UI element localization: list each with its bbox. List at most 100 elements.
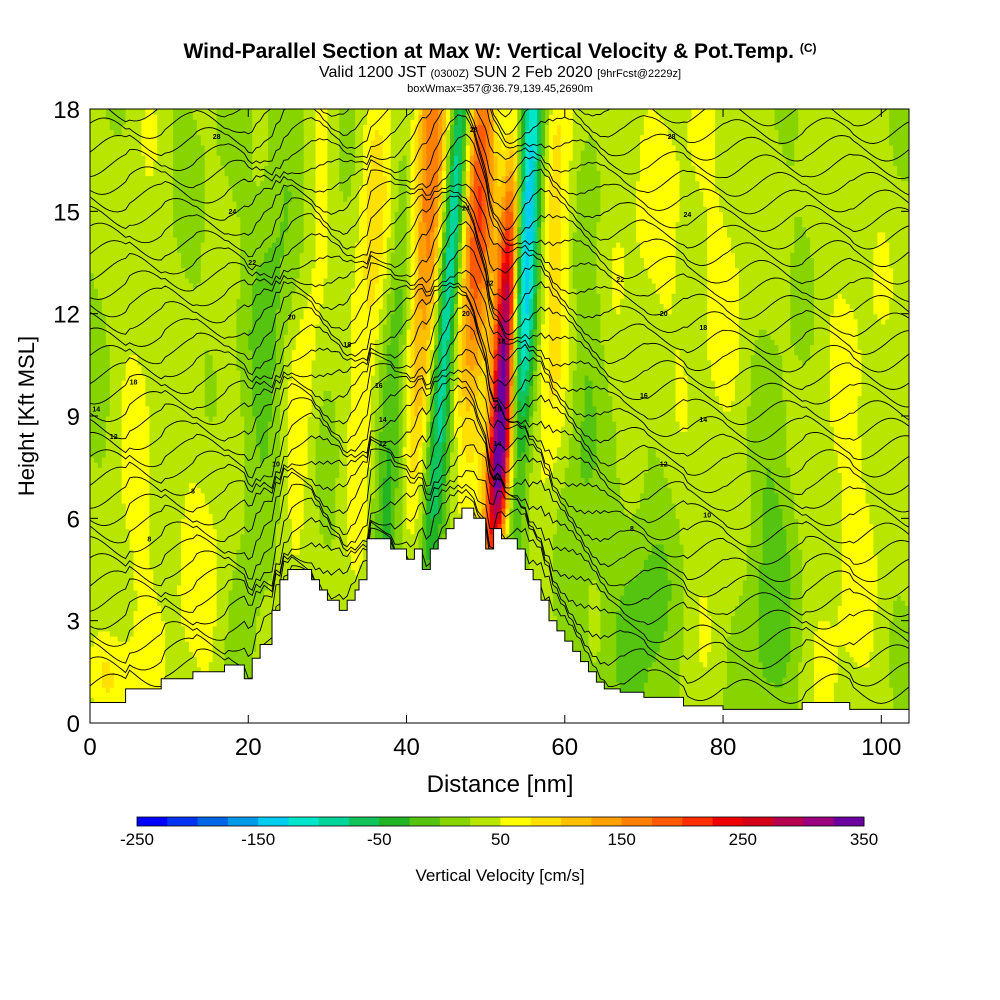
w-cell bbox=[173, 216, 206, 223]
w-cell bbox=[675, 364, 685, 371]
w-cell bbox=[525, 298, 530, 305]
w-cell bbox=[196, 482, 245, 489]
w-cell bbox=[382, 513, 392, 519]
w-cell bbox=[667, 308, 673, 315]
w-cell bbox=[402, 538, 419, 545]
w-cell bbox=[287, 226, 305, 233]
w-cell bbox=[406, 257, 412, 264]
w-cell bbox=[268, 436, 281, 443]
w-cell bbox=[548, 262, 562, 269]
w-cell bbox=[790, 610, 803, 617]
w-cell bbox=[552, 589, 590, 596]
w-cell bbox=[374, 518, 384, 525]
w-cell bbox=[426, 395, 431, 402]
w-cell bbox=[173, 201, 206, 207]
w-cell bbox=[363, 262, 380, 269]
w-cell bbox=[679, 687, 724, 693]
w-cell bbox=[129, 636, 166, 642]
w-cell bbox=[814, 329, 831, 335]
w-cell bbox=[291, 528, 301, 535]
w-cell bbox=[529, 574, 554, 581]
w-cell bbox=[414, 344, 427, 351]
w-cell bbox=[877, 231, 886, 238]
w-cell bbox=[347, 472, 368, 478]
w-cell bbox=[521, 303, 526, 310]
w-cell bbox=[366, 497, 372, 504]
w-cell bbox=[572, 405, 586, 412]
w-cell bbox=[457, 467, 479, 473]
w-cell bbox=[517, 206, 522, 212]
w-cell bbox=[643, 477, 669, 484]
w-cell bbox=[533, 231, 538, 238]
w-cell bbox=[181, 620, 218, 627]
w-cell bbox=[667, 569, 685, 576]
w-cell bbox=[414, 318, 423, 325]
w-cell bbox=[509, 272, 514, 279]
w-cell bbox=[521, 308, 526, 315]
w-cell bbox=[675, 380, 689, 386]
w-cell bbox=[616, 641, 661, 647]
w-cell bbox=[406, 201, 412, 207]
w-cell bbox=[287, 492, 305, 499]
w-cell bbox=[90, 651, 166, 658]
w-cell bbox=[541, 293, 546, 299]
w-cell bbox=[351, 369, 376, 376]
w-cell bbox=[533, 293, 538, 299]
w-cell bbox=[790, 651, 803, 658]
w-cell bbox=[505, 487, 510, 494]
w-cell bbox=[639, 502, 677, 509]
w-cell bbox=[228, 600, 261, 606]
w-cell bbox=[541, 231, 546, 238]
w-cell bbox=[505, 395, 510, 402]
w-cell bbox=[422, 492, 427, 499]
w-cell bbox=[505, 467, 510, 473]
w-cell bbox=[545, 226, 550, 233]
w-cell bbox=[513, 523, 522, 530]
w-cell bbox=[402, 482, 408, 489]
w-cell bbox=[687, 416, 748, 422]
w-cell bbox=[647, 267, 677, 274]
w-cell bbox=[457, 344, 463, 351]
w-cell bbox=[390, 462, 400, 468]
w-cell bbox=[513, 323, 518, 330]
w-cell bbox=[457, 308, 463, 315]
w-cell bbox=[454, 262, 459, 269]
w-cell bbox=[521, 349, 526, 356]
w-cell bbox=[454, 426, 463, 432]
w-cell bbox=[461, 298, 467, 305]
w-cell bbox=[525, 247, 530, 253]
w-cell bbox=[442, 349, 447, 356]
w-cell bbox=[477, 451, 483, 458]
w-cell bbox=[529, 364, 534, 371]
w-cell bbox=[315, 242, 328, 248]
w-cell bbox=[438, 497, 443, 504]
w-cell bbox=[738, 272, 791, 279]
w-cell bbox=[636, 236, 677, 243]
w-cell bbox=[454, 252, 459, 258]
w-cell bbox=[521, 211, 526, 218]
w-cell bbox=[196, 282, 241, 289]
w-cell bbox=[386, 451, 392, 458]
w-cell bbox=[525, 497, 530, 504]
w-cell bbox=[378, 364, 388, 371]
w-cell bbox=[754, 349, 780, 356]
w-cell bbox=[723, 221, 795, 228]
w-cell bbox=[802, 554, 843, 560]
w-cell bbox=[450, 502, 459, 509]
w-cell bbox=[426, 446, 431, 453]
w-cell bbox=[410, 221, 416, 228]
w-cell bbox=[786, 462, 839, 468]
w-cell bbox=[283, 369, 293, 376]
w-cell bbox=[252, 405, 273, 412]
w-cell bbox=[513, 359, 518, 366]
w-cell bbox=[481, 323, 495, 330]
w-cell bbox=[493, 462, 503, 468]
w-cell bbox=[145, 380, 206, 386]
w-cell bbox=[541, 359, 550, 366]
w-cell bbox=[406, 211, 412, 218]
w-cell bbox=[841, 574, 878, 581]
w-cell bbox=[410, 267, 416, 274]
w-cell bbox=[422, 518, 427, 525]
w-cell bbox=[802, 584, 843, 591]
w-cell bbox=[782, 375, 831, 381]
